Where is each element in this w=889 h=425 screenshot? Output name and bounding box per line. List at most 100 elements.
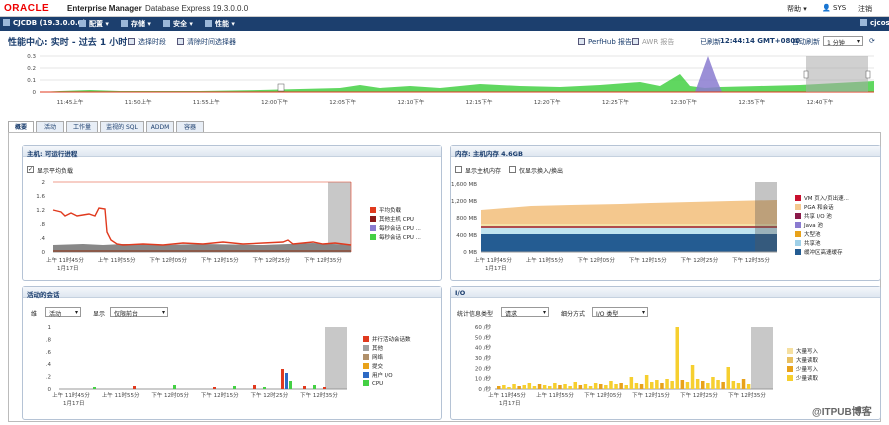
clear-time-picker-button[interactable]: 清除时间选择器 bbox=[177, 37, 236, 47]
chart-icon bbox=[205, 20, 212, 27]
sessions-legend-item[interactable]: 并行活动会话数 bbox=[363, 335, 411, 343]
io-bar bbox=[619, 383, 623, 389]
sessions-legend-item[interactable]: 其他 bbox=[363, 344, 383, 352]
legend-swatch bbox=[787, 375, 793, 381]
menu-security[interactable]: 安全 ▾ bbox=[163, 19, 193, 29]
io-bar bbox=[588, 386, 593, 389]
overview-y-tick: 0.3 bbox=[27, 54, 36, 60]
io-bar bbox=[558, 385, 562, 389]
overview-x-tick: 12:00下午 bbox=[261, 98, 288, 106]
legend-label: CPU bbox=[372, 381, 384, 387]
auto-refresh-select[interactable]: 1 分钟 bbox=[823, 36, 863, 47]
legend-swatch bbox=[795, 195, 801, 201]
sessions-y-tick: .8 bbox=[46, 337, 52, 343]
io-bar bbox=[675, 327, 679, 389]
io-y-tick: 50 /秒 bbox=[475, 333, 492, 341]
sessions-y-tick: .2 bbox=[46, 375, 51, 381]
host-legend-item[interactable]: 每秒会话 CPU ... bbox=[370, 224, 421, 232]
session-bar bbox=[323, 387, 326, 389]
host-x-tick: 下午 12时25分 bbox=[253, 256, 291, 264]
show-host-mem-checkbox[interactable] bbox=[455, 166, 462, 173]
logout-link[interactable]: 注销 bbox=[858, 5, 872, 13]
memory-legend-item[interactable]: PGA 和会话 bbox=[795, 203, 834, 211]
io-bar bbox=[527, 383, 532, 389]
sessions-legend-item[interactable]: CPU bbox=[363, 380, 383, 387]
io-y-tick: 40 /秒 bbox=[475, 344, 492, 352]
perfhub-report-button[interactable]: PerfHub 报告 bbox=[578, 37, 632, 47]
sessions-y-tick: .4 bbox=[46, 362, 52, 368]
memory-x-tick: 下午 12时25分 bbox=[681, 256, 719, 264]
io-bar bbox=[568, 386, 572, 389]
show-avg-load-checkbox[interactable]: ✓ bbox=[27, 166, 34, 173]
legend-label: 每秒会话 CPU ... bbox=[379, 235, 421, 241]
memory-x-tick: 上午 11时45分 bbox=[474, 256, 512, 264]
stat-type-select[interactable]: 请求 bbox=[501, 307, 549, 318]
group-by-select[interactable]: I/O 类型 bbox=[592, 307, 648, 318]
awr-report-button[interactable]: AWR 报告 bbox=[632, 37, 674, 47]
io-legend-item[interactable]: 大量写入 bbox=[787, 347, 818, 355]
memory-legend-item[interactable]: Java 池 bbox=[795, 221, 823, 229]
sessions-legend-item[interactable]: 用户 I/O bbox=[363, 371, 393, 379]
io-legend-item[interactable]: 少量写入 bbox=[787, 365, 818, 373]
host-x-tick: 下午 12时35分 bbox=[304, 256, 342, 264]
memory-legend-item[interactable]: 大型池 bbox=[795, 230, 821, 238]
overview-chart[interactable]: 0.3 0.2 0.1 0 11:45上午 11:50上午 11:55上午 12:00下午 1… bbox=[0, 48, 889, 120]
session-bar bbox=[93, 387, 96, 389]
sessions-x-tick: 上午 11时55分 bbox=[102, 391, 140, 399]
nav-bar: CJCDB (19.3.0.0.0) 配置 ▾ 存储 ▾ 安全 ▾ 性能 ▾ c… bbox=[0, 17, 889, 31]
io-x-tick: 下午 12时15分 bbox=[632, 391, 670, 399]
host-legend-item[interactable]: 每秒会话 CPU ... bbox=[370, 233, 421, 241]
menu-storage[interactable]: 存储 ▾ bbox=[121, 19, 151, 29]
host-legend-item[interactable]: 平均负载 bbox=[370, 206, 401, 214]
legend-swatch bbox=[795, 231, 801, 237]
io-bar bbox=[512, 384, 516, 389]
io-legend-item[interactable]: 大量读取 bbox=[787, 356, 818, 364]
host-legend-item[interactable]: 其他主机 CPU bbox=[370, 215, 414, 223]
io-bar bbox=[578, 385, 583, 389]
swap-only-checkbox[interactable] bbox=[509, 166, 516, 173]
menu-performance[interactable]: 性能 ▾ bbox=[205, 19, 235, 29]
memory-legend-item[interactable]: VM 页入/页出速... bbox=[795, 194, 849, 202]
host-icon bbox=[860, 19, 867, 26]
memory-legend-item[interactable]: 缓冲区高速缓存 bbox=[795, 248, 843, 256]
io-bar bbox=[741, 379, 746, 389]
overview-x-tick: 12:35下午 bbox=[738, 98, 765, 106]
io-bar bbox=[583, 384, 588, 389]
refresh-icon[interactable]: ⟳ bbox=[869, 37, 875, 45]
database-menu[interactable]: CJCDB (19.3.0.0.0) bbox=[3, 19, 86, 27]
dimension-select[interactable]: 活动 bbox=[45, 307, 81, 318]
io-legend-item[interactable]: 少量读取 bbox=[787, 374, 818, 382]
save-icon bbox=[578, 38, 585, 45]
window-handle-left bbox=[803, 70, 809, 79]
io-bar bbox=[721, 382, 725, 389]
memory-y-tick: 1,600 MB bbox=[451, 182, 477, 188]
legend-swatch bbox=[787, 357, 793, 363]
session-bar bbox=[173, 385, 176, 389]
help-menu[interactable]: 帮助 ▾ bbox=[787, 5, 807, 13]
io-bar bbox=[537, 384, 542, 389]
memory-legend-item[interactable]: 共享池 bbox=[795, 239, 821, 247]
overview-x-tick: 12:05下午 bbox=[329, 98, 356, 106]
select-time-button[interactable]: 选择时段 bbox=[128, 37, 166, 47]
legend-swatch bbox=[363, 354, 369, 360]
io-bar bbox=[522, 385, 526, 389]
io-bar bbox=[650, 382, 654, 389]
io-panel-title: I/O bbox=[451, 287, 880, 298]
host-y-tick2: 2 bbox=[42, 180, 46, 186]
memory-legend-item[interactable]: 共享 I/O 池 bbox=[795, 212, 832, 220]
sessions-legend-item[interactable]: 提交 bbox=[363, 362, 383, 370]
io-bar bbox=[644, 375, 649, 389]
host-x-tick: 上午 11时55分 bbox=[98, 256, 136, 264]
overview-x-tick: 11:50上午 bbox=[125, 98, 152, 106]
menu-config[interactable]: 配置 ▾ bbox=[79, 19, 109, 29]
swap-only-label: 仅显示换入/换出 bbox=[519, 168, 564, 175]
memory-y-tick: 800 MB bbox=[456, 216, 477, 222]
io-bar bbox=[502, 385, 506, 389]
session-bar bbox=[213, 387, 216, 389]
host-label: cjcos bbox=[860, 19, 889, 27]
sessions-legend-item[interactable]: 网络 bbox=[363, 353, 383, 361]
io-bar bbox=[736, 383, 741, 389]
overview-marker bbox=[277, 83, 285, 92]
show-select[interactable]: 仅限前台 bbox=[110, 307, 168, 318]
legend-label: 其他主机 CPU bbox=[379, 217, 414, 223]
